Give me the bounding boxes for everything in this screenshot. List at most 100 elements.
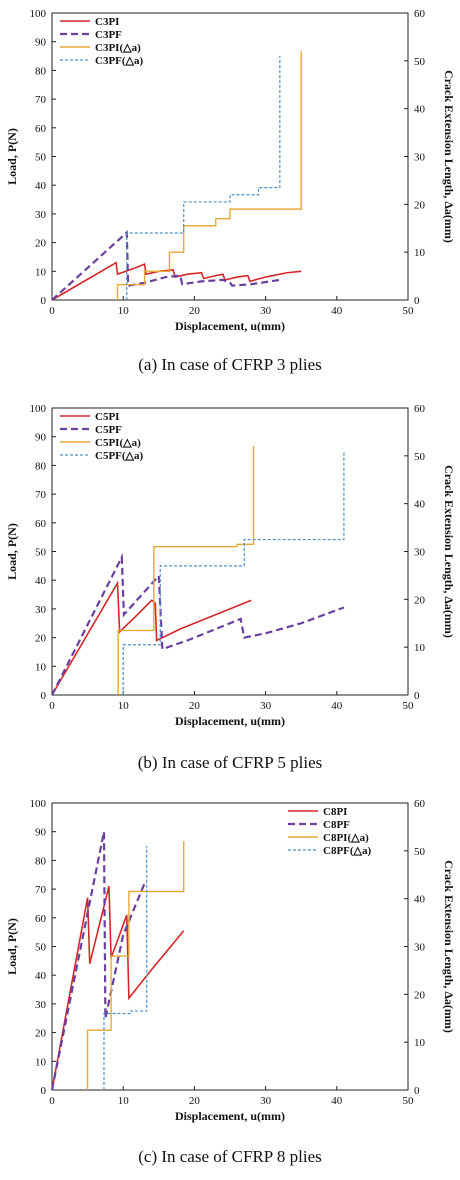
y-tick-label: 100 — [30, 798, 47, 810]
legend-label: C5PI(△a) — [95, 437, 141, 449]
x-tick-label: 40 — [331, 1095, 343, 1107]
y2-tick-label: 30 — [414, 942, 426, 954]
series-line-3 — [117, 446, 255, 695]
y2-tick-label: 60 — [414, 403, 426, 415]
legend-label: C5PF(△a) — [95, 450, 144, 462]
y2-tick-label: 10 — [414, 642, 426, 654]
series-line-3 — [116, 51, 302, 300]
chart-panel-c: 0 10 20 30 40 50 0 10 20 30 40 50 60 70 80 90 100 0 10 20 30… — [0, 790, 460, 1180]
y2-tick-label: 50 — [414, 56, 426, 68]
x-tick-label: 30 — [260, 305, 272, 317]
y2-tick-label: 60 — [414, 8, 426, 20]
y-tick-label: 60 — [35, 123, 47, 135]
y-tick-label: 0 — [41, 690, 47, 702]
x-tick-label: 40 — [331, 305, 343, 317]
y-tick-label: 30 — [35, 209, 47, 221]
x-tick-label: 20 — [189, 305, 201, 317]
x-tick-label: 0 — [49, 305, 55, 317]
legend-label: C5PI — [95, 411, 119, 423]
y2-axis-label: Crack Extension Length, Δa(mm) — [442, 465, 456, 638]
x-tick-label: 10 — [118, 700, 130, 712]
y-axis-label: Load, P(N) — [5, 523, 19, 580]
y-tick-label: 20 — [35, 238, 47, 250]
y-tick-label: 100 — [30, 8, 47, 20]
x-tick-label: 20 — [189, 700, 201, 712]
y-tick-label: 40 — [35, 575, 47, 587]
y2-tick-label: 20 — [414, 594, 426, 606]
y-tick-label: 90 — [35, 37, 47, 49]
y2-tick-label: 20 — [414, 199, 426, 211]
x-tick-label: 50 — [403, 700, 415, 712]
chart-caption-b: (b) In case of CFRP 5 plies — [137, 753, 323, 772]
y-tick-label: 50 — [35, 547, 47, 559]
chart-svg-c: 0 10 20 30 40 5001020304050607080901000102030… — [5, 798, 456, 1123]
y2-tick-label: 0 — [414, 1085, 420, 1097]
y2-tick-label: 30 — [414, 547, 426, 559]
y-tick-label: 80 — [35, 460, 47, 472]
y-tick-label: 40 — [35, 180, 47, 192]
x-tick-label: 0 — [49, 700, 55, 712]
y-tick-label: 70 — [35, 489, 47, 501]
y2-tick-label: 10 — [414, 247, 426, 259]
y2-tick-label: 0 — [414, 690, 420, 702]
y-tick-label: 10 — [35, 1056, 47, 1068]
chart-panel-a: 0 10 20 30 40 50 0 10 20 30 40 50 60 70 80 90 100 0 10 20 30… — [0, 0, 460, 390]
y-tick-label: 30 — [35, 999, 47, 1011]
chart-svg-a: 0 10 20 30 40 50 0 10 20 30 40 50 60 70 80 90 100 0 10 20 30… — [5, 8, 456, 333]
series-line-1 — [51, 580, 252, 696]
series-line-1 — [51, 261, 302, 301]
y-axis-label: Load, P(N) — [5, 128, 19, 185]
y2-axis-label: Crack Extension Length, Δa(mm) — [442, 860, 456, 1033]
y2-tick-label: 20 — [414, 989, 426, 1001]
y-tick-label: 60 — [35, 518, 47, 530]
x-tick-label: 50 — [403, 1095, 415, 1107]
y-axis-label: Load, P(N) — [5, 918, 19, 975]
legend-label: C8PI — [323, 806, 347, 818]
y-tick-label: 60 — [35, 913, 47, 925]
y-tick-label: 70 — [35, 94, 47, 106]
y2-tick-label: 40 — [414, 894, 426, 906]
legend-label: C8PF — [323, 819, 350, 831]
legend-label: C8PF(△a) — [323, 845, 372, 857]
y2-tick-label: 0 — [414, 295, 420, 307]
y-tick-label: 0 — [41, 295, 47, 307]
y-tick-label: 90 — [35, 432, 47, 444]
y-tick-label: 40 — [35, 970, 47, 982]
legend-label: C3PI — [95, 16, 119, 28]
y-tick-label: 100 — [30, 403, 47, 415]
y2-axis-label: Crack Extension Length, Δa(mm) — [442, 70, 456, 243]
chart-caption-a: (a) In case of CFRP 3 plies — [138, 355, 322, 374]
y-tick-label: 80 — [35, 855, 47, 867]
series-line-2 — [51, 230, 281, 301]
y-tick-label: 10 — [35, 266, 47, 278]
series-line-2 — [50, 831, 146, 1091]
legend-label: C3PF — [95, 29, 122, 41]
y2-tick-label: 10 — [414, 1037, 426, 1049]
x-tick-label: 40 — [331, 700, 343, 712]
chart-caption-c: (c) In case of CFRP 8 plies — [138, 1147, 322, 1166]
y-tick-label: 10 — [35, 661, 47, 673]
y-tick-label: 50 — [35, 152, 47, 164]
legend-label: C8PI(△a) — [323, 832, 369, 844]
y2-tick-label: 50 — [414, 846, 426, 858]
legend-label: C3PF(△a) — [95, 55, 144, 67]
y-tick-label: 30 — [35, 604, 47, 616]
chart-svg-b: 0 10 20 30 40 5001020304050607080901000102030… — [5, 403, 456, 728]
x-axis-label: Displacement, u(mm) — [175, 319, 285, 333]
x-tick-label: 10 — [118, 305, 130, 317]
series-line-4 — [103, 846, 148, 1090]
series-line-3 — [86, 841, 185, 1090]
series-line-4 — [122, 451, 345, 695]
y-tick-label: 20 — [35, 1028, 47, 1040]
y-tick-label: 80 — [35, 65, 47, 77]
x-tick-label: 10 — [118, 1095, 130, 1107]
y-tick-label: 70 — [35, 884, 47, 896]
y2-tick-label: 30 — [414, 152, 426, 164]
y2-tick-label: 40 — [414, 499, 426, 511]
series-line-4 — [126, 56, 281, 300]
legend-label: C3PI(△a) — [95, 42, 141, 54]
y-tick-label: 50 — [35, 942, 47, 954]
chart-panel-b: 0 10 20 30 40 50 0 10 20 30 40 50 60 70 80 90 100 0 10 20 30… — [0, 395, 460, 785]
x-tick-label: 0 — [49, 1095, 55, 1107]
x-tick-label: 20 — [189, 1095, 201, 1107]
